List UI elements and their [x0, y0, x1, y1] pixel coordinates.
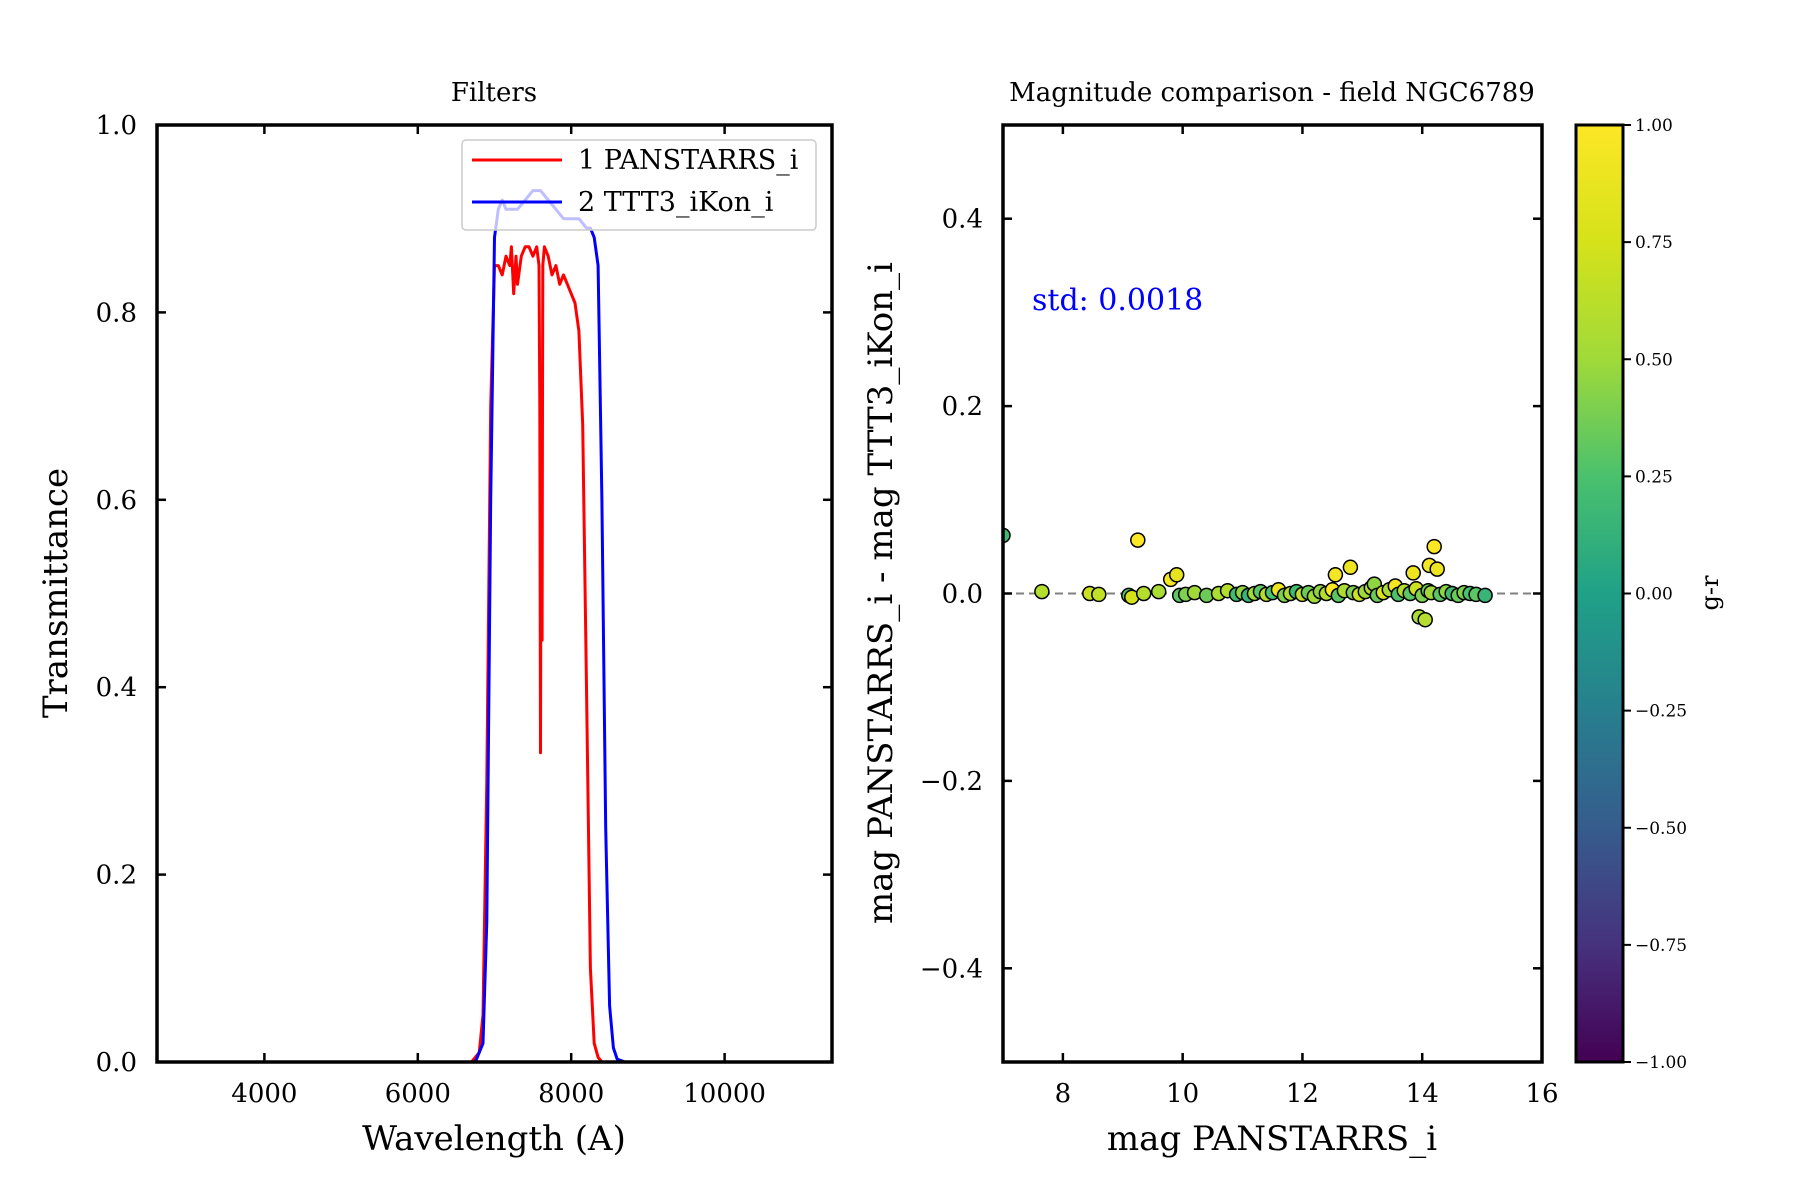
- scatter-point: [1477, 587, 1493, 604]
- filters-ylabel: Transmittance: [36, 468, 76, 718]
- colorbar-tick-label: −0.75: [1635, 936, 1687, 956]
- y-tick-label: −0.2: [920, 767, 983, 797]
- y-tick-label: 0.0: [942, 580, 983, 610]
- scatter-point: [1426, 538, 1442, 555]
- magnitude-ticks: 8 10 12 14 16 −0.4 −0.2 0.0 0.2 0.4: [920, 125, 1559, 1109]
- filter-curve-2: [157, 189, 832, 1062]
- legend-label-panstarrs: 1 PANSTARRS_i: [578, 145, 799, 176]
- y-tick-label: 0.2: [942, 392, 983, 422]
- y-tick-label: 0.6: [96, 486, 137, 516]
- magnitude-xlabel: mag PANSTARRS_i: [1107, 1119, 1437, 1159]
- colorbar-tick-label: 0.00: [1635, 585, 1673, 605]
- colorbar: −1.00 −0.75 −0.50 −0.25 0.00 0.25 0.50 0.75 1.00…: [1574, 116, 1724, 1073]
- colorbar-tick-label: 0.25: [1635, 467, 1673, 487]
- x-tick-label: 12: [1286, 1079, 1319, 1109]
- x-tick-label: 16: [1525, 1079, 1558, 1109]
- magnitude-title: Magnitude comparison - field NGC6789: [1009, 78, 1535, 108]
- y-tick-label: 1.0: [96, 111, 137, 141]
- x-tick-label: 10000: [683, 1079, 766, 1109]
- filter-curve-1: [157, 245, 832, 1062]
- scatter-point: [1150, 583, 1167, 600]
- scatter-point: [1168, 567, 1185, 583]
- y-tick-label: 0.4: [942, 205, 983, 235]
- scatter-points-group: [1003, 527, 1493, 628]
- colorbar-tick-label: −0.50: [1635, 819, 1687, 839]
- y-tick-label: 0.2: [96, 861, 137, 891]
- scatter-point: [1342, 559, 1359, 576]
- filters-ticks: 4000 6000 8000 10000 0.0 0.2 0.4 0.6 0.8 1.0: [96, 111, 832, 1109]
- colorbar-label: g-r: [1696, 575, 1724, 610]
- scatter-point: [1327, 567, 1344, 583]
- colorbar-tick-label: 1.00: [1635, 116, 1673, 136]
- colorbar-tick-label: −1.00: [1635, 1053, 1687, 1073]
- legend-box: [461, 139, 817, 231]
- magnitude-panel: Magnitude comparison - field NGC6789 8 10…: [861, 78, 1559, 1159]
- y-tick-label: 0.0: [96, 1048, 137, 1078]
- filters-title: Filters: [451, 78, 537, 108]
- scatter-point: [1417, 611, 1433, 628]
- colorbar-gradient: [1574, 123, 1625, 1064]
- filters-panel: Filters 4000 6000 8000 10000 0.0 0.2 0.4 0.6 0.8…: [36, 78, 834, 1159]
- scatter-point: [1034, 583, 1050, 600]
- x-tick-label: 8: [1055, 1079, 1072, 1109]
- x-tick-label: 4000: [231, 1079, 297, 1109]
- std-annotation: std: 0.0018: [1032, 283, 1203, 318]
- x-tick-label: 8000: [538, 1079, 604, 1109]
- y-tick-label: −0.4: [920, 954, 983, 984]
- x-tick-label: 14: [1406, 1079, 1439, 1109]
- y-tick-label: 0.8: [96, 298, 137, 328]
- filters-legend: 1 PANSTARRS_i 2 TTT3_iKon_i: [461, 139, 817, 231]
- colorbar-ticks: −1.00 −0.75 −0.50 −0.25 0.00 0.25 0.50 0.75 1.00: [1623, 116, 1687, 1073]
- x-tick-label: 10: [1166, 1079, 1199, 1109]
- scatter-point: [1091, 586, 1107, 603]
- legend-label-ttt3: 2 TTT3_iKon_i: [578, 187, 774, 218]
- scatter-point: [1135, 585, 1152, 602]
- magnitude-ylabel: mag PANSTARRS_i - mag TTT3_iKon_i: [861, 262, 901, 924]
- scatter-point: [1405, 565, 1421, 581]
- colorbar-tick-label: −0.25: [1635, 702, 1687, 722]
- filters-series-group: [157, 189, 832, 1062]
- scatter-point: [1429, 561, 1445, 577]
- y-tick-label: 0.4: [96, 673, 137, 703]
- colorbar-tick-label: 0.75: [1635, 233, 1673, 253]
- filters-xlabel: Wavelength (A): [362, 1119, 626, 1159]
- scatter-point: [1130, 532, 1146, 548]
- colorbar-tick-label: 0.50: [1635, 350, 1673, 370]
- filters-plot-frame: [155, 123, 834, 1064]
- x-tick-label: 6000: [385, 1079, 451, 1109]
- magnitude-plot-area: [1003, 527, 1542, 628]
